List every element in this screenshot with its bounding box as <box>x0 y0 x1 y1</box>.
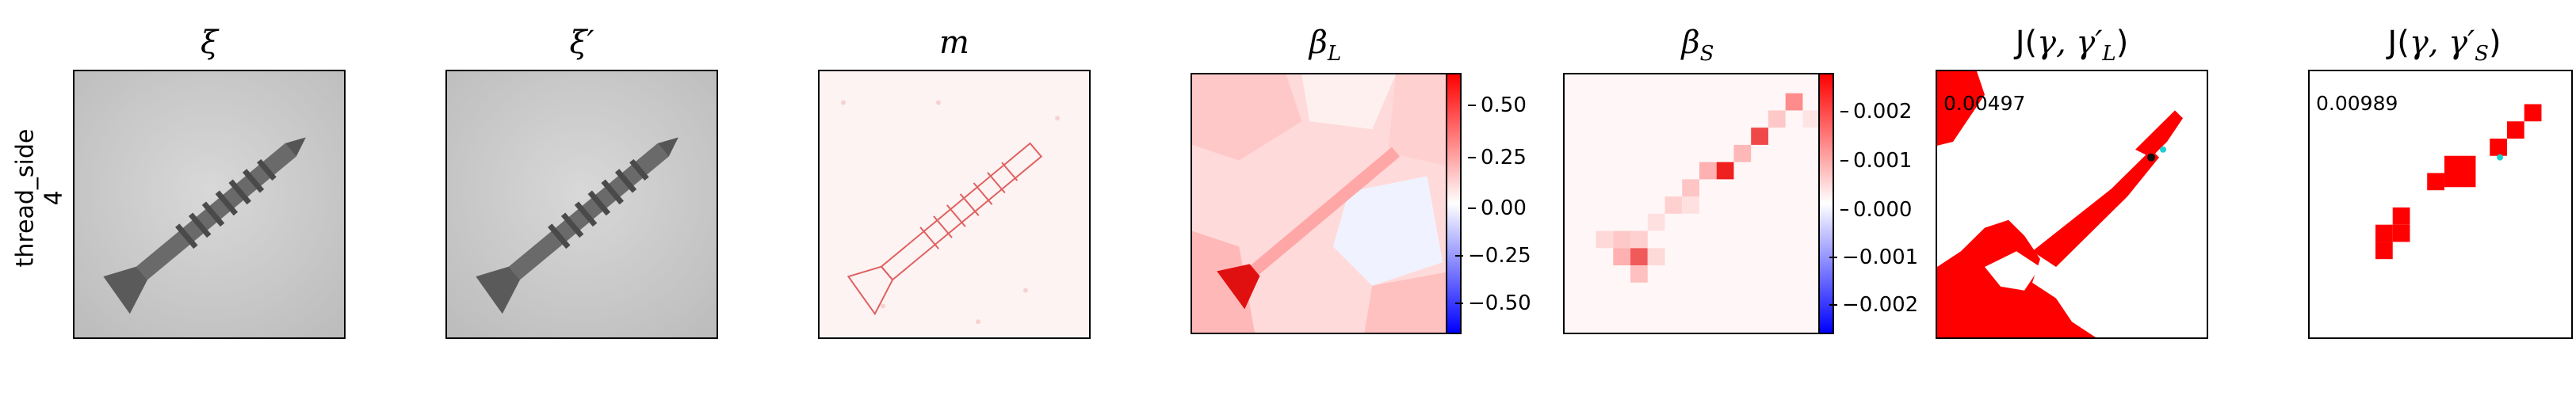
row-label-category: thread_side <box>11 128 40 268</box>
image-xi-prime <box>445 70 718 339</box>
colorbar-tick: 0.001 <box>1840 149 1913 173</box>
panel-beta-s: βS 0.002 0.001 0.000 −0.001 −0.002 <box>1563 0 1918 396</box>
panel-title-j-s: J(γ, γ′S) <box>2387 25 2501 66</box>
panel-title-j-l: J(γ, γ′L) <box>2015 25 2129 66</box>
colorbar-tick: 0.000 <box>1840 198 1913 222</box>
colorbar-tick: −0.50 <box>1455 291 1531 315</box>
image-j-l <box>1936 70 2208 339</box>
panel-j-s: J(γ, γ′S) 0.00989 <box>2308 0 2576 396</box>
colorbar-tick: −0.25 <box>1455 244 1531 268</box>
colorbar-tick: −0.001 <box>1829 246 1919 269</box>
iou-value-l: 0.00497 <box>1943 92 2026 115</box>
colorbar-tick: 0.50 <box>1468 93 1527 117</box>
image-xi <box>73 70 346 339</box>
colorbar-tick: 0.002 <box>1840 100 1913 124</box>
panel-m: m <box>818 0 1091 396</box>
panel-title-m: m <box>939 25 969 61</box>
image-beta-s <box>1563 73 1833 334</box>
panel-beta-l: βL 0.50 0.25 0.00 −0.25 −0.50 <box>1191 0 1531 396</box>
panel-xi-prime: ξ′ <box>445 0 718 396</box>
colorbar-tick: −0.002 <box>1829 293 1919 317</box>
panel-title-xi: ξ <box>200 25 219 61</box>
image-j-s <box>2308 70 2573 339</box>
panel-title-beta-l: βL <box>1309 25 1342 66</box>
panel-xi: ξ <box>73 0 346 396</box>
image-m <box>818 70 1091 339</box>
panel-title-xi-prime: ξ′ <box>569 25 594 61</box>
colorbar-tick: 0.25 <box>1468 146 1527 169</box>
row-label-index: 4 <box>40 190 68 206</box>
panel-title-beta-s: βS <box>1681 25 1714 66</box>
panel-j-l: J(γ, γ′L) 0.00497 <box>1936 0 2208 396</box>
colorbar-tick: 0.00 <box>1468 196 1527 220</box>
row-label: thread_side 4 <box>0 63 79 333</box>
colorbar-beta-s <box>1818 73 1834 334</box>
colorbar-beta-l <box>1446 73 1462 334</box>
image-beta-l <box>1191 73 1460 334</box>
iou-value-s: 0.00989 <box>2316 92 2398 115</box>
